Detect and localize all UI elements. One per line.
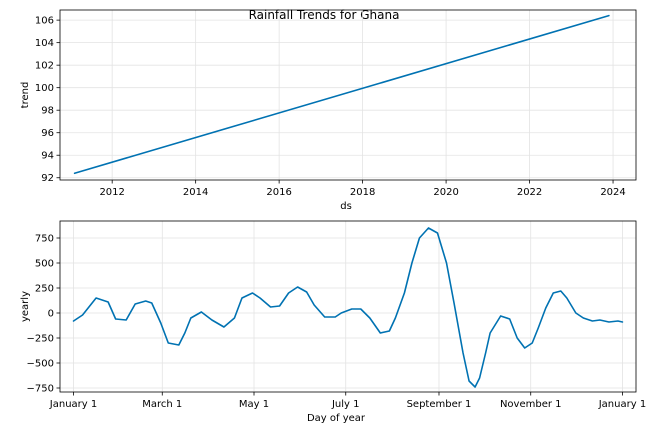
yearly-x-tick-label: March 1 (142, 399, 182, 410)
trend-x-tick-label: 2018 (350, 187, 375, 198)
yearly-y-tick-label: 0 (48, 309, 54, 320)
yearly-y-axis-label: yearly (20, 291, 31, 322)
yearly-series-line (72, 227, 624, 388)
yearly-x-tick-label: November 1 (500, 399, 562, 410)
trend-x-tick-label: 2016 (266, 187, 291, 198)
trend-x-tick-label: 2022 (517, 187, 542, 198)
trend-y-tick-label: 98 (41, 106, 54, 117)
trend-x-tick-label: 2020 (433, 187, 458, 198)
trend-y-axis-label: trend (20, 82, 31, 109)
yearly-y-tick-label: 750 (35, 234, 54, 245)
trend-y-tick-label: 96 (41, 128, 54, 139)
yearly-y-tick-label: 500 (35, 259, 54, 270)
yearly-y-tick-label: −250 (27, 334, 54, 345)
trend-x-tick-label: 2024 (600, 187, 625, 198)
yearly-x-tick-label: July 1 (331, 399, 360, 410)
trend-y-tick-label: 94 (41, 151, 54, 162)
yearly-panel: January 1 March 1 May 1 July 1 September 1 No… (20, 220, 646, 424)
trend-y-tick-label: 106 (35, 16, 54, 27)
trend-x-tick-label: 2014 (183, 187, 208, 198)
trend-y-tick-label: 102 (35, 61, 54, 72)
trend-y-tick-label: 104 (35, 38, 54, 49)
yearly-axes-frame (59, 220, 637, 393)
yearly-x-tick-label: September 1 (407, 399, 472, 410)
trend-x-axis-label: ds (340, 201, 352, 212)
yearly-x-axis-label: Day of year (307, 413, 366, 424)
yearly-x-tick-label: January 1 (598, 399, 646, 410)
trend-panel: 2012 2014 2016 2018 2020 2022 2024 92 94 96 98 100 1… (20, 9, 637, 212)
yearly-x-tick-label: January 1 (49, 399, 97, 410)
trend-y-tick-label: 92 (41, 173, 54, 184)
trend-x-tick-label: 2012 (99, 187, 124, 198)
yearly-y-tick-label: −750 (27, 384, 54, 395)
yearly-y-tick-label: −500 (27, 359, 54, 370)
figure-title: Rainfall Trends for Ghana (249, 8, 400, 22)
trend-y-tick-label: 100 (35, 83, 54, 94)
yearly-y-tick-label: 250 (35, 284, 54, 295)
trend-axes-frame (59, 9, 637, 181)
trend-series-line (73, 14, 610, 175)
yearly-x-tick-label: May 1 (239, 399, 269, 410)
